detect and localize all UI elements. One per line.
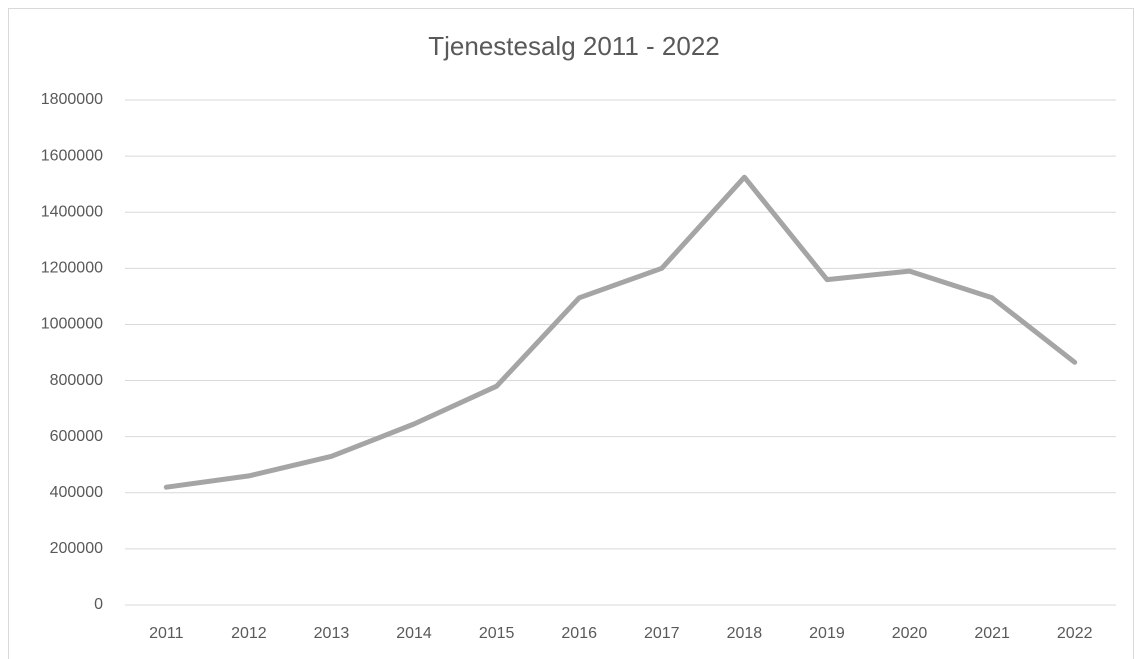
x-tick-label: 2014 bbox=[396, 625, 432, 642]
x-tick-label: 2011 bbox=[149, 625, 184, 642]
y-tick-label: 600000 bbox=[50, 428, 103, 445]
y-tick-label: 1600000 bbox=[41, 147, 103, 164]
y-tick-label: 0 bbox=[94, 596, 103, 613]
x-tick-label: 2015 bbox=[479, 625, 515, 642]
x-tick-label: 2012 bbox=[231, 625, 267, 642]
y-tick-label: 1200000 bbox=[41, 260, 103, 277]
x-tick-label: 2019 bbox=[809, 625, 845, 642]
x-tick-label: 2020 bbox=[892, 625, 928, 642]
x-tick-label: 2022 bbox=[1057, 625, 1093, 642]
y-tick-label: 200000 bbox=[50, 540, 103, 557]
x-tick-label: 2018 bbox=[727, 625, 763, 642]
x-tick-label: 2016 bbox=[561, 625, 597, 642]
x-tick-label: 2017 bbox=[644, 625, 680, 642]
y-tick-label: 400000 bbox=[50, 484, 103, 501]
y-tick-label: 800000 bbox=[50, 372, 103, 389]
chart-frame bbox=[8, 8, 1134, 659]
y-tick-label: 1400000 bbox=[41, 203, 103, 220]
y-tick-label: 1800000 bbox=[41, 91, 103, 108]
y-tick-label: 1000000 bbox=[41, 316, 103, 333]
data-line bbox=[163, 174, 1078, 490]
x-tick-label: 2021 bbox=[974, 625, 1010, 642]
x-tick-label: 2013 bbox=[314, 625, 350, 642]
chart-title: Tjenestesalg 2011 - 2022 bbox=[428, 31, 720, 61]
